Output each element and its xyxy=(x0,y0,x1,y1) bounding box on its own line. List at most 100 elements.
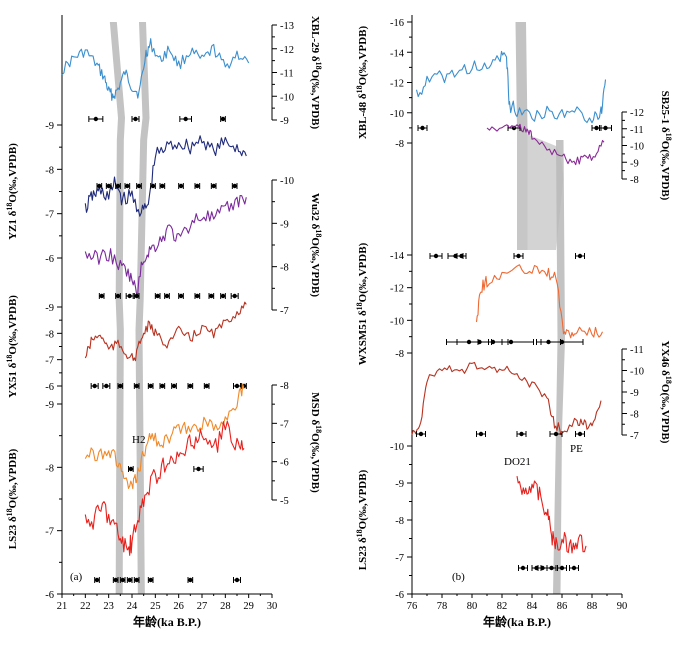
age-point xyxy=(178,183,184,189)
ages-ls23 xyxy=(518,565,579,571)
x-tick-label: 84 xyxy=(527,601,538,612)
trace-sb25-1 xyxy=(486,123,605,166)
x-tick-label: 21 xyxy=(57,601,68,612)
age-point xyxy=(133,116,138,122)
age-point xyxy=(220,116,226,122)
age-point xyxy=(195,293,200,299)
event-band-wedge xyxy=(517,130,564,250)
y-tick-label: -6 xyxy=(395,590,404,601)
y-tick-label: -12 xyxy=(630,108,644,119)
age-point xyxy=(160,183,165,189)
age-point xyxy=(540,565,545,571)
y-tick-label: -6 xyxy=(45,254,54,265)
y-tick-label: -11 xyxy=(280,69,294,80)
ages-msd xyxy=(128,466,204,472)
age-point xyxy=(125,183,130,189)
y-axis-title: XBL-48 δ18O(‰,VPDB) xyxy=(355,26,369,140)
x-tick-label: 80 xyxy=(467,601,478,612)
series-sb25-1: -12 -11 -10 -9 -8 SB25-1 δ18O(‰,VPDB) xyxy=(429,91,673,259)
y-tick-label: -12 xyxy=(280,45,294,56)
age-point xyxy=(519,431,524,437)
y-tick-label: -10 xyxy=(390,109,404,120)
trace-ls23 xyxy=(84,420,245,556)
y-tick-label: -7 xyxy=(395,553,404,564)
age-point xyxy=(420,125,425,131)
y-tick-label: -9 xyxy=(395,479,404,490)
age-point xyxy=(115,293,121,299)
age-point xyxy=(188,383,193,389)
y-tick-label: -10 xyxy=(630,142,644,153)
y-axis-msd: -8 -7 -6 -5 MSD δ18O(‰,VPDB) xyxy=(271,381,323,507)
age-point xyxy=(134,577,139,583)
y-tick-label: -9 xyxy=(45,121,54,132)
age-point xyxy=(113,577,118,583)
y-tick-label: -9 xyxy=(45,400,54,411)
age-point xyxy=(155,293,160,299)
age-point xyxy=(171,383,177,389)
age-point xyxy=(136,183,142,189)
series-ls23: -10 -9 -8 -7 -6 LS23 δ18O(‰,VPDB) xyxy=(355,442,587,601)
series-ls23: -9 -8 -7 -6 LS23 δ18O(‰,VPDB) xyxy=(5,400,245,601)
y-tick-label: -8 xyxy=(395,139,404,150)
age-point xyxy=(160,383,165,389)
panel-label: (a) xyxy=(70,571,83,583)
y-tick-label: -8 xyxy=(280,381,289,392)
y-tick-label: -8 xyxy=(395,516,404,527)
age-point xyxy=(571,565,577,571)
ages-xbl-29 xyxy=(88,116,226,122)
y-tick-label: -16 xyxy=(390,18,404,29)
y-axis-title: MSD δ18O(‰,VPDB) xyxy=(309,392,323,493)
event-label-pe: PE xyxy=(570,443,583,455)
age-point xyxy=(211,183,216,189)
y-axis-title: Wu32 δ18O(‰,VPDB) xyxy=(309,193,323,297)
y-axis-ls23: -9 -8 -7 -6 LS23 δ18O(‰,VPDB) xyxy=(5,400,63,601)
y-axis-title: XBL-29 δ18O(‰,VPDB) xyxy=(309,16,323,130)
event-label-h2: H2 xyxy=(132,434,145,446)
ages-yx51 xyxy=(90,383,247,389)
age-point xyxy=(549,565,554,571)
series-yx46: -11 -10 -9 -8 -7 YX46 δ18O(‰,VPDB) xyxy=(411,341,673,444)
age-point xyxy=(433,253,439,259)
ages-wu32 xyxy=(98,293,239,299)
y-tick-label: -6 xyxy=(45,382,54,393)
y-tick-label: -8 xyxy=(45,165,54,176)
y-tick-label: -9 xyxy=(280,219,289,230)
series-yz1: -9 -8 -7 -6 YZ1 δ18O(‰,VPDB) xyxy=(5,121,247,265)
age-point xyxy=(120,577,125,583)
age-point xyxy=(97,183,102,189)
y-tick-label: -9 xyxy=(280,116,289,127)
ages-xbl-48 xyxy=(417,125,612,131)
x-tick-label: 90 xyxy=(617,601,628,612)
event-bands xyxy=(515,22,565,594)
y-tick-label: -7 xyxy=(45,356,54,367)
y-axis-title: LS23 δ18O(‰,VPDB) xyxy=(5,448,19,549)
age-point xyxy=(134,293,139,299)
y-axis-yx46: -11 -10 -9 -8 -7 YX46 δ18O(‰,VPDB) xyxy=(621,341,673,444)
y-tick-label: -9 xyxy=(630,158,639,169)
x-tick-label: 82 xyxy=(497,601,508,612)
age-point xyxy=(148,383,153,389)
age-point xyxy=(508,339,514,345)
y-axis-title: YX46 δ18O(‰,VPDB) xyxy=(659,341,673,444)
age-point xyxy=(232,183,237,189)
y-axis-title: YZ1 δ18O(‰,VPDB) xyxy=(5,143,19,240)
y-tick-label: -8 xyxy=(45,329,54,340)
x-tick-label: 78 xyxy=(437,601,448,612)
y-tick-label: -8 xyxy=(395,349,404,360)
y-tick-label: -11 xyxy=(630,345,644,356)
age-point xyxy=(118,383,123,389)
x-tick-label: 26 xyxy=(173,601,184,612)
age-point xyxy=(94,577,100,583)
trace-xbl-29 xyxy=(61,38,250,101)
age-point xyxy=(164,293,170,299)
y-tick-label: -7 xyxy=(45,210,54,221)
y-tick-label: -14 xyxy=(390,48,405,59)
x-tick-label: 24 xyxy=(127,601,138,612)
age-point xyxy=(92,383,97,389)
y-tick-label: -11 xyxy=(630,125,644,136)
y-tick-label: -10 xyxy=(280,92,294,103)
x-axis-label: 年龄(ka B.P.) xyxy=(133,614,201,629)
